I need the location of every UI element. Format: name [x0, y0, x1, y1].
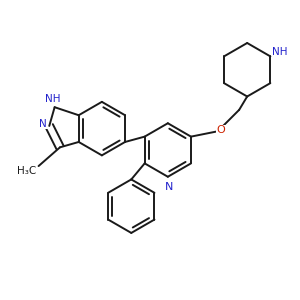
- Text: NH: NH: [45, 94, 60, 104]
- Text: H₃C: H₃C: [17, 166, 36, 176]
- Text: O: O: [216, 125, 225, 135]
- Text: NH: NH: [272, 47, 288, 57]
- Text: N: N: [165, 182, 173, 192]
- Text: N: N: [40, 119, 47, 129]
